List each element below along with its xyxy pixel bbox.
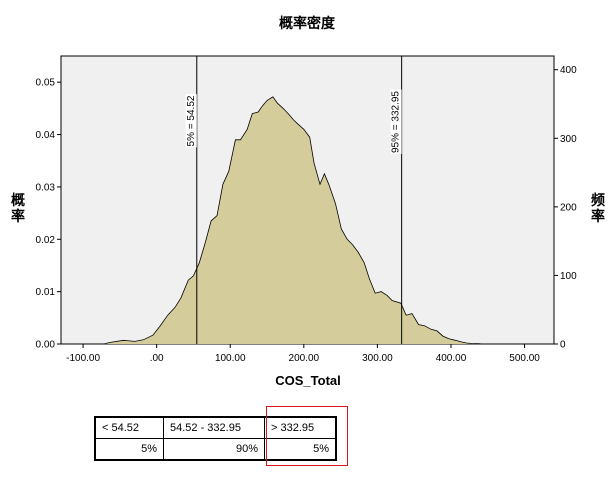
y-axis-label-char: 率 (11, 208, 25, 225)
percentile-table: < 54.52 54.52 - 332.95 > 332.95 5% 90% 5… (94, 416, 337, 461)
y-right-tick-label: 400 (560, 65, 577, 76)
y-axis-label-char: 频 (591, 192, 605, 209)
table-cell-middle-value: 90% (163, 438, 265, 461)
highlight-box (266, 406, 348, 466)
y-right-tick-label: 200 (560, 202, 577, 213)
y-right-tick-label: 300 (560, 134, 577, 145)
y-axis-label-char: 概 (11, 192, 25, 209)
y-left-tick-label: 0.05 (36, 78, 56, 89)
x-tick-label: -100.00 (66, 353, 100, 364)
x-tick-label: 400.00 (436, 353, 467, 364)
y-axis-label-left: 概率 (11, 192, 25, 225)
x-tick-label: 300.00 (362, 353, 393, 364)
reference-line-label: 95% = 332.95 (391, 91, 402, 153)
y-left-tick-label: 0.02 (36, 235, 56, 246)
density-chart: 概率密度 5% = 54.52 95% = 332.95 -100.00 .00 10… (11, 15, 605, 388)
y-axis-label-right: 频率 (591, 192, 605, 225)
x-tick-label: .00 (150, 353, 164, 364)
reference-label-bg (390, 89, 402, 154)
x-tick-label: 100.00 (215, 353, 246, 364)
x-tick-label: 500.00 (509, 353, 540, 364)
y-left-tick-label: 0.04 (36, 130, 56, 141)
chart-title: 概率密度 (279, 15, 336, 32)
y-right-tick-label: 100 (560, 271, 577, 282)
density-area (103, 96, 484, 344)
table-cell-below-value: 5% (94, 438, 164, 461)
y-left-tick-label: 0.01 (36, 287, 56, 298)
y-left-tick-label: 0.00 (36, 340, 56, 351)
x-axis-label: COS_Total (275, 373, 341, 388)
table-cell-above-value: 5% (264, 438, 337, 461)
density-line (103, 96, 484, 345)
table-row: 5% 90% 5% (94, 438, 337, 461)
y-axis-label-char: 率 (591, 208, 605, 225)
y-left-tick-label: 0.03 (36, 182, 56, 193)
y-right-tick-label: 0 (560, 340, 566, 351)
reference-label-bg (185, 94, 197, 148)
table-cell-below: < 54.52 (94, 416, 164, 439)
reference-line-label: 5% = 54.52 (186, 95, 197, 146)
x-tick-label: 200.00 (289, 353, 320, 364)
table-cell-middle: 54.52 - 332.95 (163, 416, 265, 439)
